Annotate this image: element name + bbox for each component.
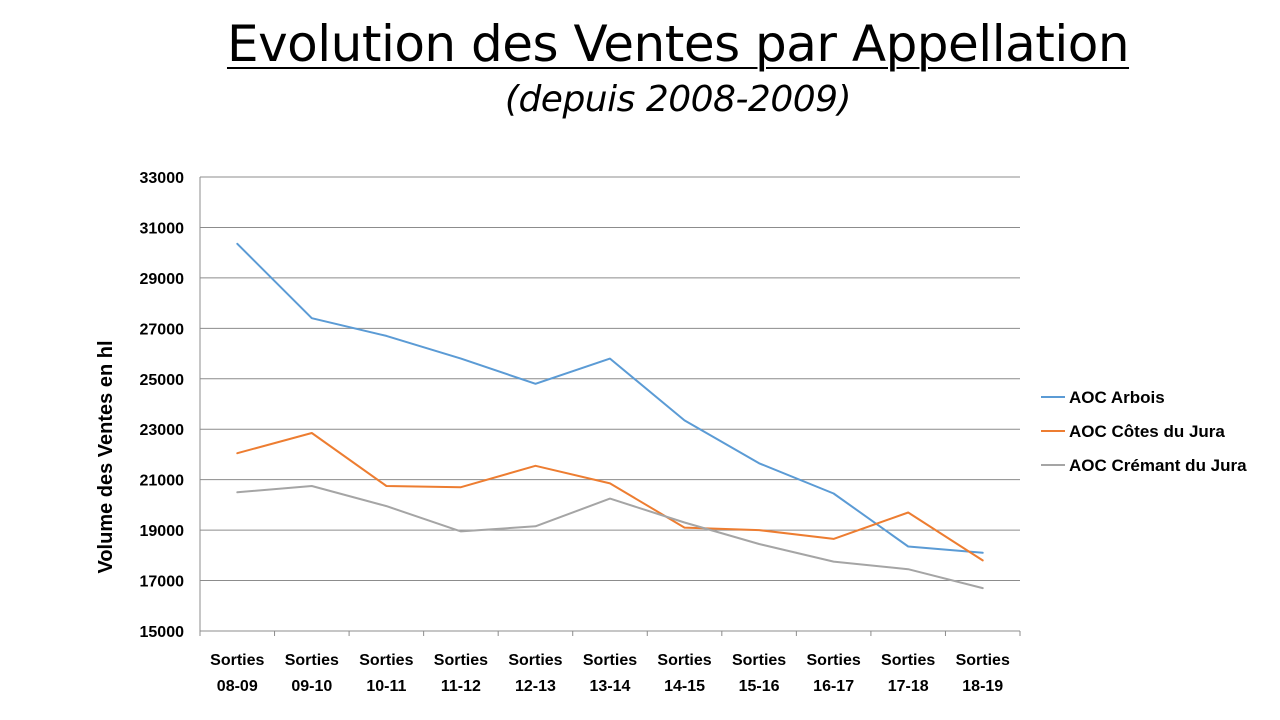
slide-subtitle: (depuis 2008-2009) <box>504 79 852 120</box>
series-line-2 <box>236 432 984 562</box>
x-tick-label: 15-16 <box>739 678 780 695</box>
gridlines <box>200 176 1020 582</box>
x-tick-label: Sorties <box>434 652 488 669</box>
y-tick-label: 31000 <box>140 220 185 237</box>
y-tick-label: 23000 <box>140 422 185 439</box>
y-tick-label: 17000 <box>140 574 185 591</box>
slide-title: Evolution des Ventes par Appellation <box>226 15 1130 73</box>
series-lines <box>236 242 984 590</box>
x-tick-label: 18-19 <box>962 678 1003 695</box>
x-tick-label: 10-11 <box>366 678 406 695</box>
x-tick-label: 16-17 <box>813 678 854 695</box>
legend: AOC Arbois AOC Côtes du Jura AOC Crémant d… <box>1041 388 1247 475</box>
x-tick-label: Sorties <box>732 652 786 669</box>
x-tick-label: 12-13 <box>515 678 556 695</box>
x-tick-label: Sorties <box>285 652 339 669</box>
x-tick-label: Sorties <box>210 652 264 669</box>
y-tick-label: 27000 <box>140 321 185 338</box>
x-tick-label: Sorties <box>359 652 413 669</box>
x-tick-label: 08-09 <box>217 678 258 695</box>
legend-label-1: AOC Arbois <box>1069 388 1165 407</box>
x-tick-label: Sorties <box>583 652 637 669</box>
y-tick-label: 33000 <box>140 170 185 187</box>
series-line-1 <box>236 242 984 554</box>
x-tick-label: Sorties <box>881 652 935 669</box>
x-tick-label: 09-10 <box>291 678 332 695</box>
legend-label-3: AOC Crémant du Jura <box>1069 456 1247 475</box>
x-tick-label: Sorties <box>807 652 861 669</box>
y-tick-label: 21000 <box>140 473 185 490</box>
x-tick-label: Sorties <box>657 652 711 669</box>
x-tick-label: Sorties <box>508 652 562 669</box>
x-tick-label: 11-12 <box>441 678 481 695</box>
y-tick-labels: 15000 17000 19000 21000 23000 25000 27000 29000… <box>140 170 185 641</box>
y-axis-label: Volume des Ventes en hl <box>95 340 117 573</box>
legend-label-2: AOC Côtes du Jura <box>1069 422 1225 441</box>
x-tick-labels: Sorties 08-09 Sorties 09-10 Sorties 10-11 Sort… <box>210 652 1010 695</box>
axes <box>199 177 1021 636</box>
series-line-3 <box>236 485 984 590</box>
y-tick-label: 25000 <box>140 372 185 389</box>
x-tick-label: 14-15 <box>664 678 705 695</box>
y-tick-label: 15000 <box>140 624 185 641</box>
x-tick-label: 17-18 <box>888 678 929 695</box>
x-tick-label: 13-14 <box>590 678 631 695</box>
y-tick-label: 19000 <box>140 523 185 540</box>
x-tick-label: Sorties <box>956 652 1010 669</box>
y-tick-label: 29000 <box>140 271 185 288</box>
